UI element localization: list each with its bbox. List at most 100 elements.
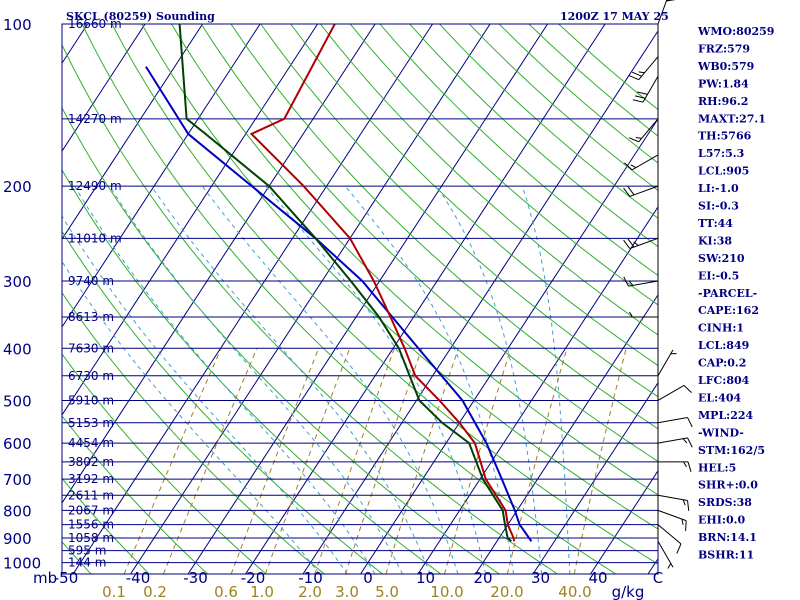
wind-barb-feather (624, 162, 633, 171)
height-level-label: 16660 m (68, 17, 122, 31)
mixing-ratio-line (573, 348, 627, 574)
mixing-ratio-line (230, 348, 320, 574)
mixing-ratio-line (162, 348, 258, 574)
mixing-ratio-unit-label: g/kg (612, 583, 645, 600)
wind-barb (624, 154, 659, 171)
sounding-time: 1200Z 17 MAY 25 (560, 10, 669, 23)
index-line: LCL:905 (698, 165, 749, 178)
wind-barb-shaft (657, 524, 682, 545)
temperature-tick-label: 20 (473, 569, 492, 587)
index-line: -PARCEL- (698, 287, 757, 300)
wind-barb (657, 494, 690, 511)
height-level-label: 5910 m (68, 393, 114, 407)
pressure-tick-label: 100 (3, 16, 32, 34)
temperature-tick-label: -30 (183, 569, 208, 587)
mixing-ratio-line (123, 348, 222, 574)
index-line: EI:-0.5 (698, 269, 739, 282)
moist-adiabat-line (62, 215, 348, 574)
dry-adiabat-line (62, 106, 500, 574)
mixing-ratio-tick-label: 0.6 (214, 583, 238, 600)
height-level-label: 3802 m (68, 455, 114, 469)
wind-barb-feather (683, 461, 687, 468)
wind-barb-shaft (657, 541, 674, 568)
wind-barb-feather (628, 75, 639, 81)
wind-barb (657, 385, 692, 401)
wind-barb-feather (687, 417, 693, 428)
wind-barb-feather (681, 519, 684, 525)
index-line: SW:210 (698, 252, 745, 265)
wind-barb-shaft (631, 154, 659, 171)
wind-barb-shaft (638, 118, 659, 143)
mixing-ratio-tick-label: 3.0 (335, 583, 359, 600)
isotherm-line (62, 24, 203, 240)
index-line: PW:1.84 (698, 77, 749, 90)
dry-adiabat-line (171, 24, 658, 496)
wind-barb-feather (627, 186, 635, 196)
wind-barb-shaft (629, 185, 659, 197)
wind-barb-shaft (657, 437, 688, 444)
dry-adiabat-line (81, 24, 617, 574)
height-level-label: 595 m (68, 544, 106, 558)
index-line: -WIND- (698, 426, 744, 439)
pressure-tick-label: 200 (3, 178, 32, 196)
temperature-tick-label: 0 (363, 569, 373, 587)
wind-barb-pennant (666, 0, 676, 2)
wind-barb (658, 461, 692, 472)
index-line: LI:-1.0 (698, 182, 739, 195)
dry-adiabat-line (62, 230, 383, 574)
pressure-unit-label: mb (33, 569, 57, 587)
dry-adiabat-line (230, 24, 658, 430)
wind-barb (623, 185, 659, 197)
index-line: BSHR:11 (698, 549, 754, 562)
temperature-tick-label: 40 (588, 569, 607, 587)
isotherm-line (62, 24, 376, 504)
height-level-label: 1058 m (68, 531, 114, 545)
dry-adiabat-line (62, 353, 267, 574)
height-level-label: 1556 m (68, 518, 114, 532)
height-level-label: 9740 m (68, 274, 114, 288)
wind-barb-feather (685, 520, 687, 532)
index-line: SI:-0.3 (698, 200, 739, 213)
index-line: BRN:14.1 (698, 531, 757, 544)
height-level-label: 144 m (68, 556, 106, 570)
dry-adiabat-line (409, 24, 658, 248)
moist-adiabat-line (201, 185, 459, 574)
dry-adiabat-line (141, 24, 658, 530)
height-level-label: 5153 m (68, 416, 114, 430)
pressure-tick-label: 1000 (3, 555, 41, 573)
wind-barb (657, 417, 693, 428)
temperature-tick-label: -20 (241, 569, 266, 587)
mixing-ratio-line (385, 348, 459, 574)
index-line: CAPE:162 (698, 304, 759, 317)
isotherm-line (72, 24, 433, 574)
moist-adiabat-line (344, 185, 515, 574)
isotherm-line (475, 293, 658, 574)
wind-barb-feather (631, 71, 642, 77)
mixing-ratio-tick-label: 10.0 (430, 583, 463, 600)
mixing-ratio-line (344, 348, 423, 574)
mixing-ratio-tick-label: 20.0 (490, 583, 523, 600)
index-line: MPL:224 (698, 409, 754, 422)
isotherm-line (187, 24, 548, 574)
height-level-label: 7630 m (68, 341, 114, 355)
index-line: KI:38 (698, 234, 732, 247)
wind-barb-feather (632, 99, 644, 103)
pressure-tick-label: 700 (3, 471, 32, 489)
index-line: CINH:1 (698, 322, 744, 335)
dry-adiabat-line (62, 415, 209, 574)
height-level-label: 11010 m (68, 231, 122, 245)
wind-barb (657, 0, 676, 25)
height-level-label: 3192 m (68, 472, 114, 486)
wind-barb-feather (630, 164, 637, 169)
isotherm-line (130, 24, 491, 574)
pressure-tick-label: 400 (3, 340, 32, 358)
wind-barb-feather (634, 95, 646, 99)
wind-barb (657, 349, 677, 377)
pressure-tick-label: 900 (3, 530, 32, 548)
moist-adiabat-line (74, 185, 376, 574)
temperature-tick-label: -40 (126, 569, 151, 587)
height-level-label: 4454 m (68, 436, 114, 450)
dewpoint-trace (178, 24, 512, 543)
pressure-tick-label: 800 (3, 502, 32, 520)
